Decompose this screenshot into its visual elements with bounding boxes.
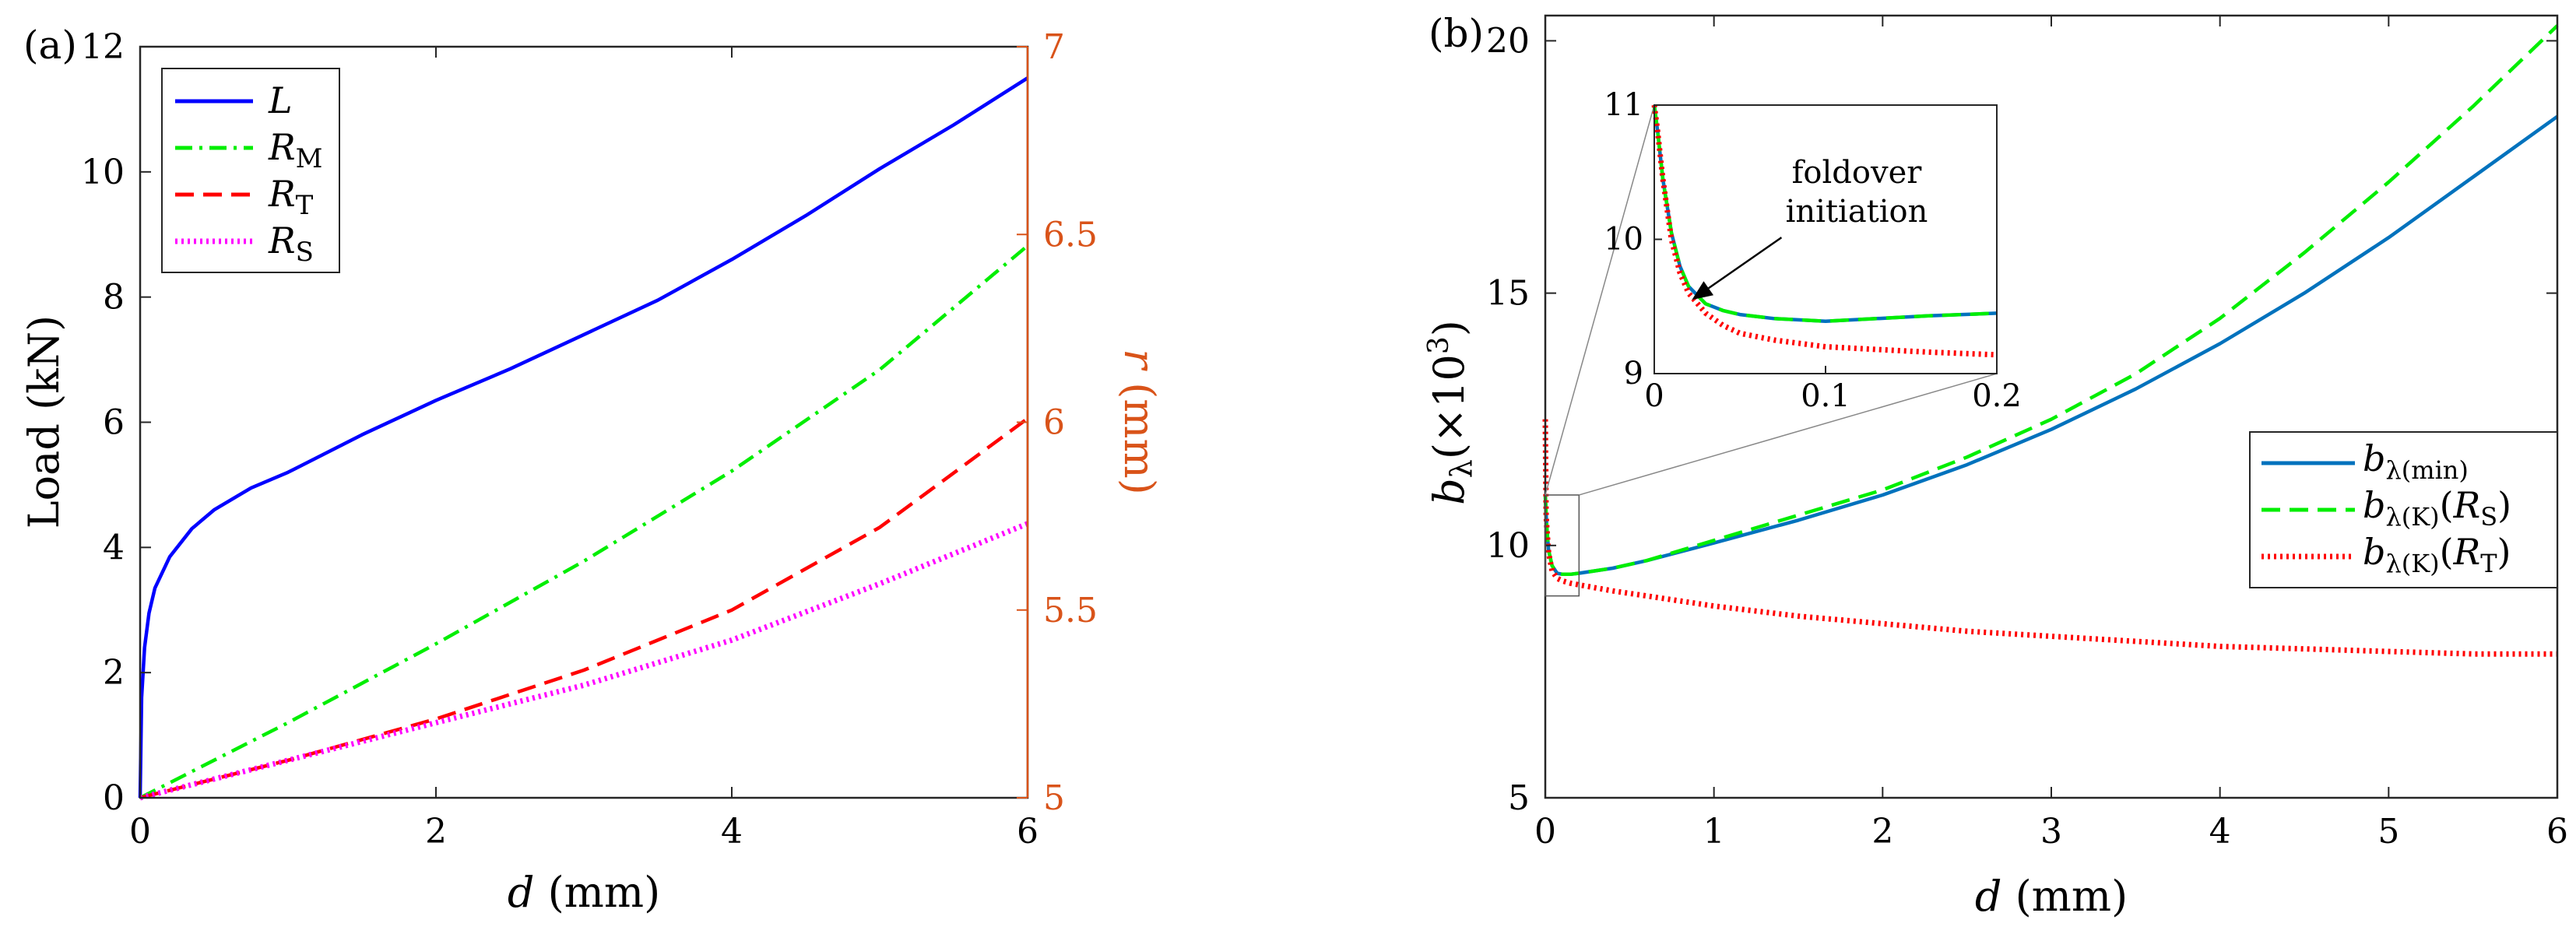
inset-annotation-line1: foldover [1792, 155, 1923, 191]
panel-a-y-tick-label: 4 [103, 528, 125, 567]
panel-a-x-ticks: 0 2 4 6 [129, 47, 1038, 851]
legend-label-RT: RT [268, 173, 314, 221]
panel-b-x-axis-unit: (mm) [2001, 872, 2128, 921]
panel-b-x-tick-label: 0 [1534, 812, 1556, 851]
panel-a-y-tick-label: 0 [103, 778, 125, 818]
panel-b-x-tick-label: 5 [2377, 812, 2399, 851]
panel-a-y-ticks: 0 2 4 6 8 10 12 [81, 27, 151, 818]
panel-a-x-tick-label: 4 [721, 812, 743, 851]
inset-x-tick-label: 0 [1644, 378, 1664, 414]
panel-b-x-tick-label: 4 [2209, 812, 2231, 851]
zoom-connector-top [1545, 104, 1655, 496]
panel-b-y-tick-label: 15 [1486, 274, 1530, 314]
foldover-arrowhead [1692, 281, 1714, 300]
panel-b-x-axis-title: d (mm) [1975, 872, 2128, 921]
panel-a-y-tick-label: 8 [103, 278, 125, 318]
inset-x-ticks: 0 0.1 0.2 [1644, 366, 2022, 414]
inset-plot: 0 0.1 0.2 9 10 11 foldover initiation [1604, 87, 2022, 414]
legend-label-bmin: bλ(min) [2363, 437, 2469, 485]
panel-a-y-tick-label: 12 [81, 27, 125, 67]
panel-a-series [138, 76, 1029, 801]
panel-a-y-tick-label: 10 [81, 153, 125, 192]
legend-label-bKT: bλ(K)(RT) [2363, 531, 2511, 578]
panel-b-y-ticks: 5 10 15 20 [1486, 21, 2557, 818]
panel-a-x-axis-title: d (mm) [508, 868, 660, 917]
inset-series [1651, 104, 1998, 358]
panel-a-x-axis-unit: (mm) [534, 868, 660, 917]
panel-b-x-tick-label: 3 [2040, 812, 2062, 851]
inset-x-tick-label: 0.2 [1972, 378, 2022, 414]
inset-y-tick-label: 11 [1604, 87, 1643, 123]
panel-a-y2-ticks: 5 5.5 6 6.5 7 [1017, 27, 1098, 818]
panel-a-y-axis-title: Load (kN) [19, 315, 69, 528]
inset-x-tick-label: 0.1 [1801, 378, 1850, 414]
legend-label-bKS: bλ(K)(RS) [2363, 484, 2511, 532]
panel-b: (b) 0 1 2 3 4 5 6 5 10 15 20 d (mm) bλ(×103) 0 0.1… [1423, 11, 2568, 921]
panel-a-series-RS [139, 521, 1029, 801]
panel-a-y2-tick-label: 6 [1043, 403, 1065, 443]
panel-b-x-axis-symbol: d [1975, 872, 2002, 921]
panel-a-x-tick-label: 2 [425, 812, 447, 851]
panel-b-x-tick-label: 2 [1871, 812, 1893, 851]
inset-annotation-line2: initiation [1786, 194, 1928, 230]
panel-b-legend: bλ(min) bλ(K)(RS) bλ(K)(RT) [2249, 431, 2558, 588]
panel-a-series-RT [139, 416, 1029, 800]
zoom-region-box [1545, 494, 1580, 597]
panel-a-label: (a) [23, 23, 77, 68]
panel-a-y2-axis-symbol: r [1115, 349, 1164, 371]
panel-a-y2-tick-label: 5 [1043, 778, 1065, 818]
inset-y-tick-label: 10 [1604, 222, 1643, 258]
zoom-connector-bottom [1579, 373, 1998, 496]
legend-label-RM: RM [268, 126, 322, 174]
legend-label-L: L [268, 79, 293, 121]
inset-series-1 [1652, 104, 1998, 323]
panel-b-y-tick-label: 20 [1486, 21, 1530, 61]
panel-a-x-tick-label: 6 [1017, 812, 1038, 851]
panel-a-y2-tick-label: 7 [1043, 27, 1065, 67]
panel-b-series [1542, 24, 2559, 657]
panel-a-legend: L RM RT RS [161, 68, 340, 273]
panel-a-y2-tick-label: 6.5 [1043, 215, 1098, 255]
panel-a-y-tick-label: 6 [103, 403, 125, 443]
inset-series-2 [1651, 104, 1998, 358]
inset-y-tick-label: 9 [1624, 356, 1643, 392]
panel-a-y2-axis-title: r (mm) [1115, 349, 1164, 495]
panel-b-label: (b) [1429, 11, 1484, 56]
panel-b-x-tick-label: 6 [2546, 812, 2568, 851]
panel-a-x-tick-label: 0 [129, 812, 151, 851]
panel-b-x-tick-label: 1 [1703, 812, 1725, 851]
inset-y-ticks: 9 10 11 [1604, 87, 1662, 392]
panel-a-y-tick-label: 2 [103, 653, 125, 693]
panel-b-y-axis-title: bλ(×103) [1423, 320, 1478, 505]
panel-b-y-tick-label: 10 [1486, 526, 1530, 566]
inset-background [1654, 105, 1997, 374]
panel-b-y-tick-label: 5 [1508, 778, 1530, 818]
panel-a-y2-axis-unit: (mm) [1115, 369, 1164, 495]
panel-a-x-axis-symbol: d [508, 868, 535, 917]
panel-a: (a) 0 2 4 6 0 2 4 6 8 10 12 5 5.5 6 6.5 7 d (mm) Load… [19, 23, 1164, 917]
legend-label-RS: RS [268, 219, 314, 268]
panel-a-series-RM [139, 244, 1029, 800]
panel-a-y2-tick-label: 5.5 [1043, 591, 1098, 630]
foldover-arrow [1708, 237, 1783, 290]
panel-b-x-ticks: 0 1 2 3 4 5 6 [1534, 16, 2568, 851]
panel-a-series-L [138, 76, 1029, 799]
